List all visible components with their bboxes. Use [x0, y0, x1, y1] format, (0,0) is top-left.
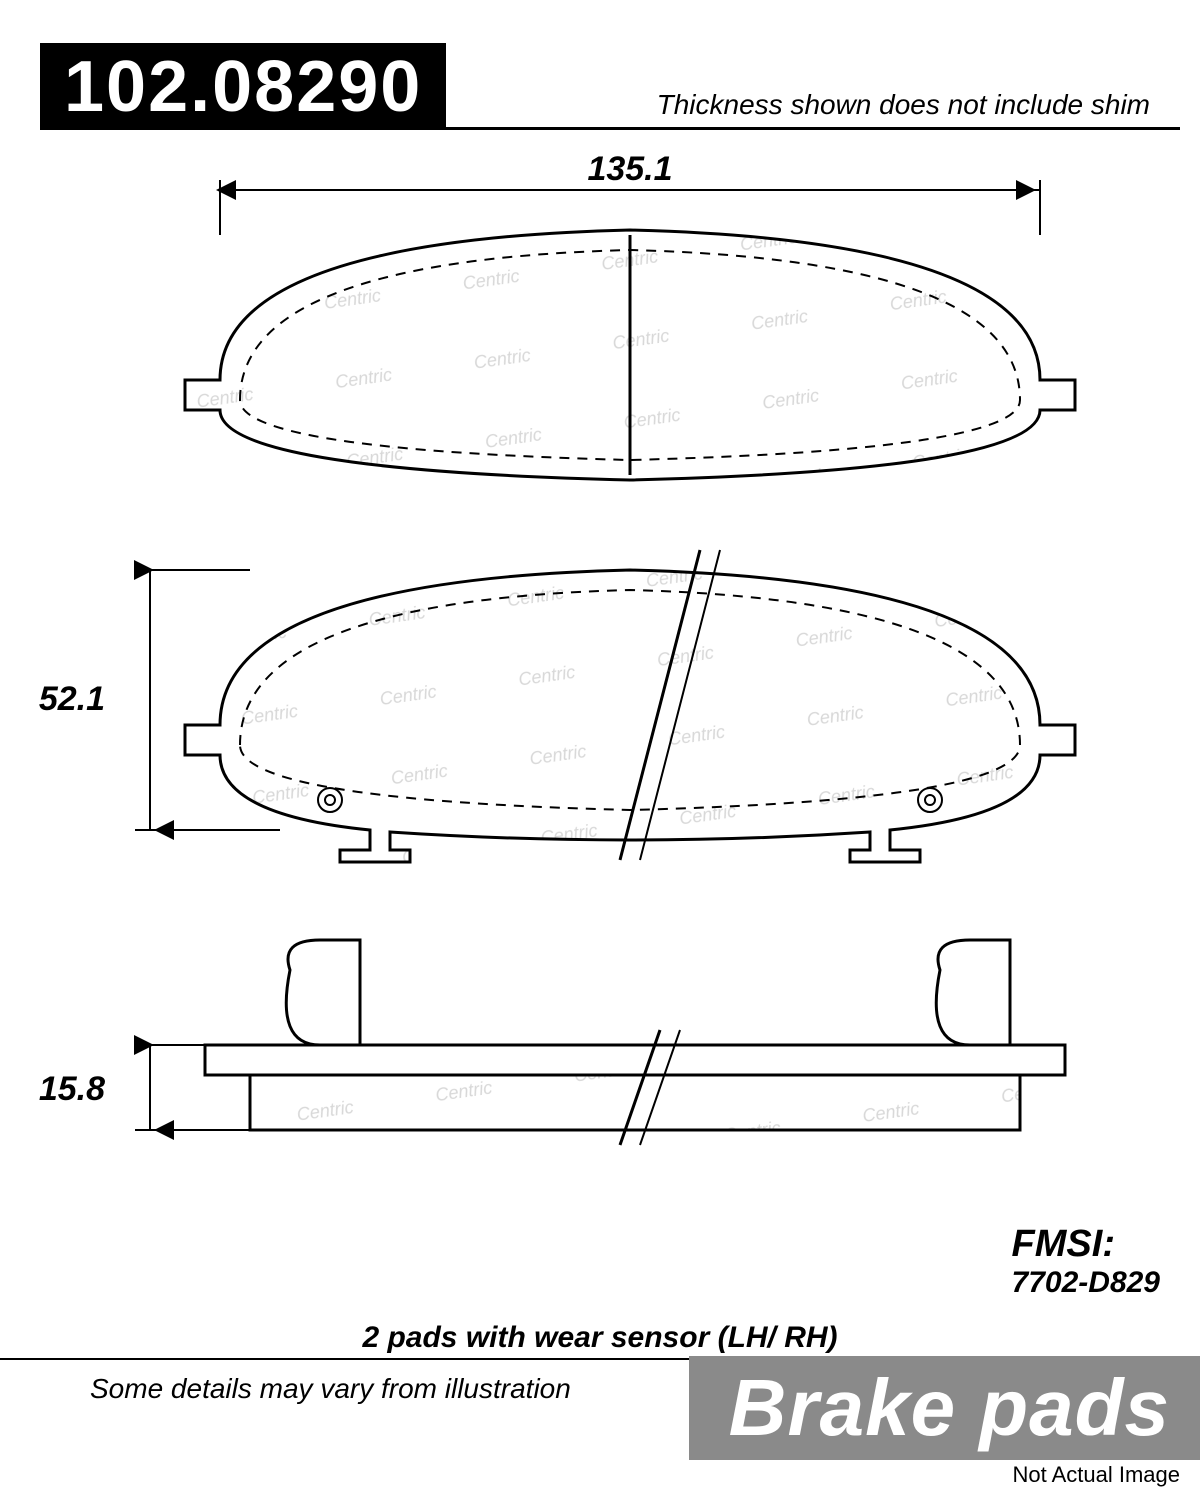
- header-bar: 102.08290 Thickness shown does not inclu…: [40, 40, 1180, 130]
- dim-thickness-value: 15.8: [39, 1070, 105, 1108]
- dim-width-value: 135.1: [587, 150, 672, 188]
- fmsi-code: 7702-D829: [1012, 1266, 1160, 1300]
- disclaimer-text: Some details may vary from illustration: [90, 1373, 571, 1405]
- side-backing-plate: [205, 1045, 1065, 1075]
- sensor-clip-right: [936, 940, 1010, 1045]
- part-number-badge: 102.08290: [40, 43, 446, 127]
- diagram-svg: Centric 135.1 52.1: [20, 150, 1180, 1330]
- sensor-clip-left: [286, 940, 360, 1045]
- fmsi-label: FMSI:: [1012, 1223, 1160, 1266]
- not-actual-note: Not Actual Image: [1012, 1462, 1180, 1488]
- pad-front-bottom: 52.1: [39, 550, 1075, 862]
- product-banner: Brake pads: [689, 1356, 1200, 1460]
- sensor-note: 2 pads with wear sensor (LH/ RH): [0, 1321, 1200, 1355]
- fmsi-block: FMSI: 7702-D829: [1012, 1223, 1160, 1300]
- pad-side-profile: 15.8: [39, 940, 1065, 1145]
- dim-height-value: 52.1: [39, 680, 105, 718]
- technical-diagram: Centric 135.1 52.1: [20, 150, 1180, 1330]
- thickness-note: Thickness shown does not include shim: [657, 89, 1150, 121]
- pad-front-top: 135.1: [185, 150, 1075, 480]
